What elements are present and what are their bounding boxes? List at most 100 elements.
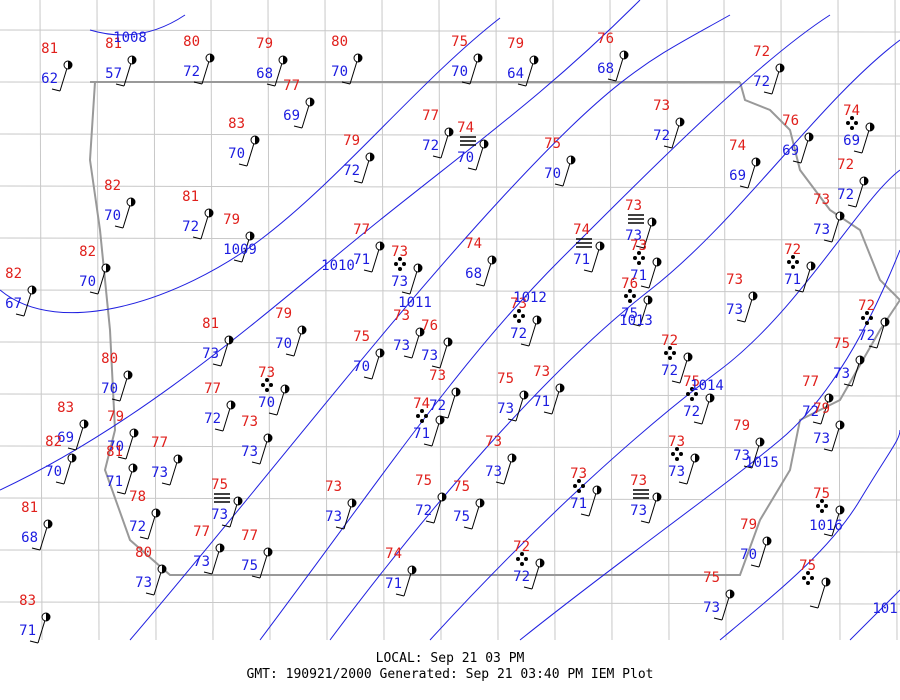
wind-barb — [747, 161, 757, 189]
wind-barb — [817, 581, 827, 609]
sky-cover-fill — [370, 153, 374, 161]
station: 74 70 — [457, 120, 489, 171]
wind-barb-flag — [363, 269, 373, 273]
isobar — [89, 14, 186, 36]
isobar — [849, 589, 900, 641]
temperature: 79 — [107, 409, 124, 425]
station: 75 73 — [497, 371, 529, 422]
sky-cover-fill — [537, 316, 541, 324]
dewpoint: 69 — [57, 430, 74, 446]
sky-cover-fill — [695, 454, 699, 462]
temperature: 73 — [241, 414, 258, 430]
rain-symbol — [517, 309, 521, 313]
station: 76 69 — [782, 113, 814, 164]
wind-barb — [671, 121, 681, 149]
temperature: 75 — [799, 558, 816, 574]
wind-barb — [403, 569, 413, 597]
wind-barb-flag — [495, 481, 505, 485]
dewpoint: 73 — [733, 448, 750, 464]
wind-barb — [551, 387, 561, 415]
station: 80 73 — [135, 545, 167, 596]
rain-symbol — [637, 251, 641, 255]
wind-barb-flag — [843, 383, 853, 387]
sky-cover-fill — [72, 454, 76, 462]
station: 81 72 — [182, 189, 214, 240]
rain-symbol — [802, 576, 806, 580]
wind-barb — [471, 502, 481, 530]
rain-symbol — [633, 256, 637, 260]
temperature: 73 — [429, 368, 446, 384]
temperature: 73 — [630, 473, 647, 489]
rain-symbol — [424, 414, 428, 418]
temperature: 82 — [79, 244, 96, 260]
rain-symbol — [795, 260, 799, 264]
dewpoint: 72 — [653, 128, 670, 144]
rain-symbol — [820, 509, 824, 513]
sky-cover-fill — [657, 493, 661, 501]
wind-barb — [63, 457, 73, 485]
isobar — [0, 17, 501, 314]
wind-barb-flag — [678, 481, 688, 485]
station: 73 73 — [668, 434, 700, 485]
dewpoint: 57 — [105, 66, 122, 82]
wind-barb-flag — [145, 592, 155, 596]
wind-barb-flag — [221, 524, 231, 528]
temperature: 73 — [813, 192, 830, 208]
station: 82 70 — [79, 244, 111, 295]
temperature: 73 — [653, 98, 670, 114]
wind-barb — [648, 261, 658, 289]
wind-barb-flag — [583, 269, 593, 273]
station: 75 72 — [415, 473, 447, 524]
sky-cover-fill — [420, 328, 424, 336]
wind-barb — [59, 64, 69, 92]
temperature: 79 — [740, 517, 757, 533]
wind-barb — [528, 319, 538, 347]
dewpoint: 70 — [258, 395, 275, 411]
sky-cover-fill — [302, 326, 306, 334]
dewpoint: 70 — [457, 150, 474, 166]
sky-cover-fill — [268, 548, 272, 556]
rain-symbol — [521, 314, 525, 318]
dewpoint: 71 — [19, 623, 36, 639]
temperature: 73 — [258, 365, 275, 381]
sky-cover-fill — [156, 509, 160, 517]
wind-barb-flag — [713, 617, 723, 621]
wind-barb-flag — [693, 421, 703, 425]
temperature: 76 — [621, 276, 638, 292]
sky-cover-fill — [780, 64, 784, 72]
station: 72 72 — [513, 539, 545, 590]
station: 73 73 — [630, 473, 662, 524]
temperature: 80 — [183, 34, 200, 50]
sky-cover-fill — [231, 401, 235, 409]
station: 74 68 — [465, 236, 497, 287]
rain-symbol — [624, 294, 628, 298]
station: 72 72 — [661, 333, 693, 384]
wind-barb-flag — [268, 412, 278, 416]
wind-barb — [876, 321, 886, 349]
rain-symbol — [637, 261, 641, 265]
rain-symbol — [850, 126, 854, 130]
station: 80 70 — [331, 34, 363, 85]
dewpoint: 68 — [597, 61, 614, 77]
sky-cover-fill — [597, 486, 601, 494]
wind-barb — [855, 180, 865, 208]
dewpoint: 69 — [843, 133, 860, 149]
temperature: 75 — [353, 329, 370, 345]
dewpoint: 72 — [415, 503, 432, 519]
dewpoint: 72 — [204, 411, 221, 427]
station: 73 72 — [653, 98, 685, 149]
sky-cover-fill — [885, 318, 889, 326]
station: 76 68 — [597, 31, 629, 82]
temperature: 75 — [453, 479, 470, 495]
wind-barb-flag — [823, 239, 833, 243]
dewpoint: 70 — [275, 336, 292, 352]
dewpoint: 70 — [101, 381, 118, 397]
sky-cover-fill — [680, 118, 684, 126]
wind-barb-flag — [823, 448, 833, 452]
sky-cover-fill — [484, 140, 488, 148]
sky-cover-fill — [512, 454, 516, 462]
dewpoint: 70 — [79, 274, 96, 290]
dewpoint: 72 — [802, 404, 819, 420]
rain-symbol — [577, 479, 581, 483]
